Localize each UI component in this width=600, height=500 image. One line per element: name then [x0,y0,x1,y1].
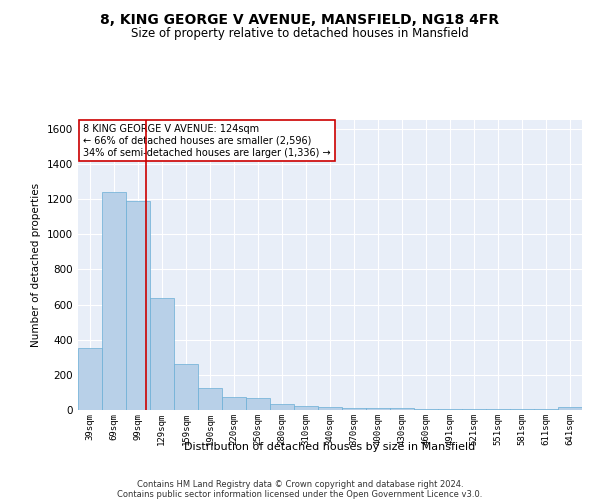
Bar [246,398,270,410]
Bar [78,348,102,410]
Bar [126,201,150,410]
Bar [439,409,463,410]
Bar [390,408,414,410]
Bar [366,408,390,410]
Text: 8 KING GEORGE V AVENUE: 124sqm
← 66% of detached houses are smaller (2,596)
34% : 8 KING GEORGE V AVENUE: 124sqm ← 66% of … [83,124,331,158]
Text: Size of property relative to detached houses in Mansfield: Size of property relative to detached ho… [131,28,469,40]
Bar [414,408,439,410]
Bar [223,397,246,410]
Bar [558,408,582,410]
Bar [318,408,342,410]
Bar [342,408,366,410]
Bar [294,406,318,410]
Bar [150,298,173,410]
Bar [199,388,223,410]
Text: Distribution of detached houses by size in Mansfield: Distribution of detached houses by size … [184,442,476,452]
Bar [487,409,510,410]
Bar [270,404,294,410]
Text: Contains HM Land Registry data © Crown copyright and database right 2024.
Contai: Contains HM Land Registry data © Crown c… [118,480,482,500]
Bar [463,409,487,410]
Y-axis label: Number of detached properties: Number of detached properties [31,183,41,347]
Text: 8, KING GEORGE V AVENUE, MANSFIELD, NG18 4FR: 8, KING GEORGE V AVENUE, MANSFIELD, NG18… [100,12,500,26]
Bar [173,364,199,410]
Bar [102,192,126,410]
